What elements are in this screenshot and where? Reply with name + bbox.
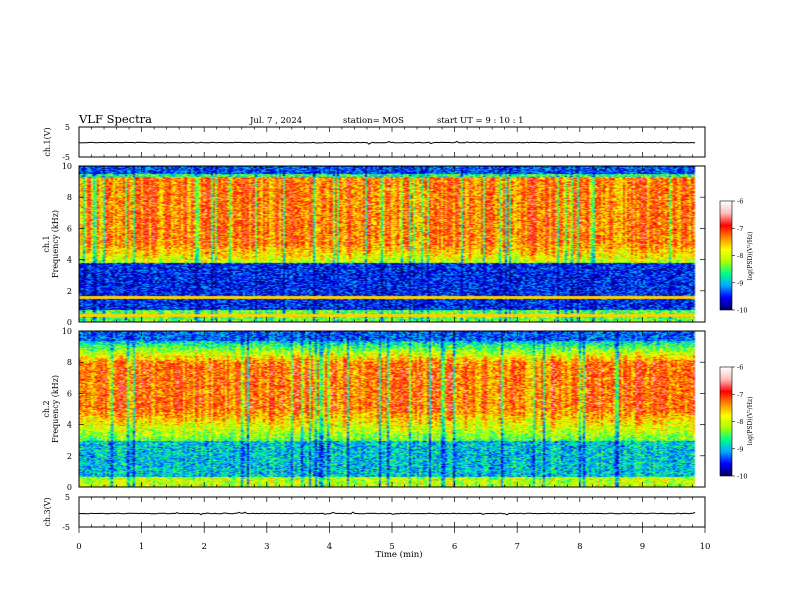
y-tick-label: 2 (67, 452, 72, 461)
colorbar-tick-label: -7 (737, 225, 743, 233)
ch1-waveform-panel: 5 -5 ch.1(V) (43, 123, 706, 162)
colorbar-tick-label: -7 (737, 391, 743, 399)
y-tick-label: 6 (67, 224, 72, 233)
x-tick-label: 10 (700, 542, 711, 552)
ch3-waveform-ticks (78, 497, 706, 527)
date-label: Jul. 7 , 2024 (249, 116, 302, 126)
x-tick-label: 3 (264, 542, 269, 552)
x-tick-label: 4 (327, 542, 332, 552)
x-tick-label: 9 (640, 542, 645, 552)
colorbar-tick-label: -6 (737, 198, 743, 206)
colorbar-tick-label: -8 (737, 418, 743, 426)
ch1-waveform-trace (78, 140, 696, 145)
ch1-spectrogram-panel: 0 2 4 6 8 10 ch.1 Frequency (kHz) -6 -7 -8 -9 -10… (42, 162, 754, 327)
x-axis-label: Time (min) (375, 549, 422, 560)
x-tick-label: 2 (201, 542, 206, 552)
ch2-spectrogram-ticks (78, 331, 706, 487)
colorbar-tick-label: -10 (737, 473, 747, 481)
colorbar-tick-label: -9 (737, 279, 743, 287)
y-tick-label: 4 (67, 421, 72, 430)
ch2-frequency-ylabel: Frequency (kHz) (51, 375, 60, 443)
x-tick-label: 6 (452, 542, 457, 552)
ch1-ytick-bottom: -5 (62, 153, 70, 162)
x-tick-label: 8 (577, 542, 582, 552)
ch1-colorbar-ticks: -6 -7 -8 -9 -10 (732, 198, 747, 315)
ch2-spectrogram-ylabel: ch.2 (42, 400, 51, 417)
y-tick-label: 4 (67, 256, 72, 265)
ch1-spectrogram-ylabel: ch.1 (42, 235, 51, 252)
ch3-ytick-bottom: -5 (62, 523, 70, 532)
ch2-colorbar-ticks: -6 -7 -8 -9 -10 (732, 364, 747, 481)
y-tick-label: 10 (62, 162, 72, 171)
y-tick-label: 10 (62, 327, 72, 336)
x-tick-label: 5 (389, 542, 394, 552)
ch2-colorbar-label: log(PSD)(V²/Hz) (747, 397, 754, 446)
y-tick-label: 0 (67, 483, 72, 492)
colorbar-tick-label: -6 (737, 364, 743, 372)
ch1-frequency-ylabel: Frequency (kHz) (51, 210, 60, 278)
y-tick-label: 8 (67, 358, 72, 367)
colorbar-tick-label: -9 (737, 445, 743, 453)
y-tick-label: 8 (67, 193, 72, 202)
ch1-waveform-ticks (78, 127, 706, 157)
ch1-colorbar (720, 201, 732, 310)
ch2-spectrogram-panel: 0 2 4 6 8 10 ch.2 Frequency (kHz) -6 -7 -8 -9 -10… (42, 327, 754, 492)
ch1-colorbar-label: log(PSD)(V²/Hz) (747, 232, 754, 281)
ch2-colorbar (720, 367, 732, 476)
colorbar-tick-label: -10 (737, 307, 747, 315)
ch3-waveform-panel: 5 -5 ch.3(V) (43, 493, 706, 532)
y-tick-label: 2 (67, 287, 72, 296)
x-axis-ticklabels: 0 1 2 3 4 5 6 7 8 9 10 (76, 527, 710, 552)
ch1-spectrogram-ticks (78, 166, 706, 322)
ch1-spectrogram-image (79, 166, 705, 322)
ch3-waveform-trace (78, 511, 696, 516)
station-label: station= MOS (343, 116, 404, 126)
ch3-waveform-ylabel: ch.3(V) (43, 497, 52, 526)
y-tick-label: 6 (67, 389, 72, 398)
start-ut-label: start UT = 9 : 10 : 1 (437, 116, 524, 126)
ch1-spectrogram-yticklabels: 0 2 4 6 8 10 (62, 162, 705, 327)
ch2-spectrogram-yticklabels: 0 2 4 6 8 10 (62, 327, 705, 492)
ch3-ytick-top: 5 (65, 493, 70, 502)
x-tick-label: 1 (139, 542, 144, 552)
x-tick-label: 0 (76, 542, 81, 552)
y-tick-label: 0 (67, 318, 72, 327)
figure-title: VLF Spectra (78, 112, 152, 126)
ch2-spectrogram-image (79, 331, 705, 487)
ch1-ytick-top: 5 (65, 123, 70, 132)
x-tick-label: 7 (514, 542, 519, 552)
ch1-waveform-ylabel: ch.1(V) (43, 127, 52, 156)
colorbar-tick-label: -8 (737, 252, 743, 260)
